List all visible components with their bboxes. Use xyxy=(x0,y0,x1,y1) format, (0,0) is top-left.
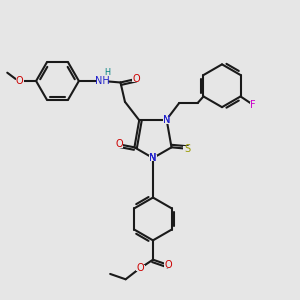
Text: O: O xyxy=(165,260,172,270)
Bar xyxy=(115,141,123,148)
Text: N: N xyxy=(163,115,170,125)
Text: N: N xyxy=(149,153,157,163)
Bar xyxy=(149,155,157,161)
Bar xyxy=(97,77,108,85)
Bar xyxy=(163,117,171,124)
Bar xyxy=(132,76,140,82)
Text: O: O xyxy=(132,74,140,84)
Bar xyxy=(136,265,145,271)
Text: S: S xyxy=(185,144,191,154)
Bar xyxy=(250,101,256,108)
Text: NH: NH xyxy=(95,76,110,86)
Text: O: O xyxy=(115,140,123,149)
Bar xyxy=(164,262,172,268)
Bar xyxy=(16,78,24,84)
Text: O: O xyxy=(16,76,23,86)
Text: N: N xyxy=(149,153,157,163)
Bar xyxy=(149,155,157,161)
Bar xyxy=(163,117,171,124)
Bar xyxy=(183,146,192,152)
Text: F: F xyxy=(250,100,256,110)
Bar xyxy=(149,155,157,161)
Text: N: N xyxy=(163,115,170,125)
Text: H: H xyxy=(104,68,110,77)
Text: O: O xyxy=(137,263,144,273)
Text: N: N xyxy=(149,153,157,163)
